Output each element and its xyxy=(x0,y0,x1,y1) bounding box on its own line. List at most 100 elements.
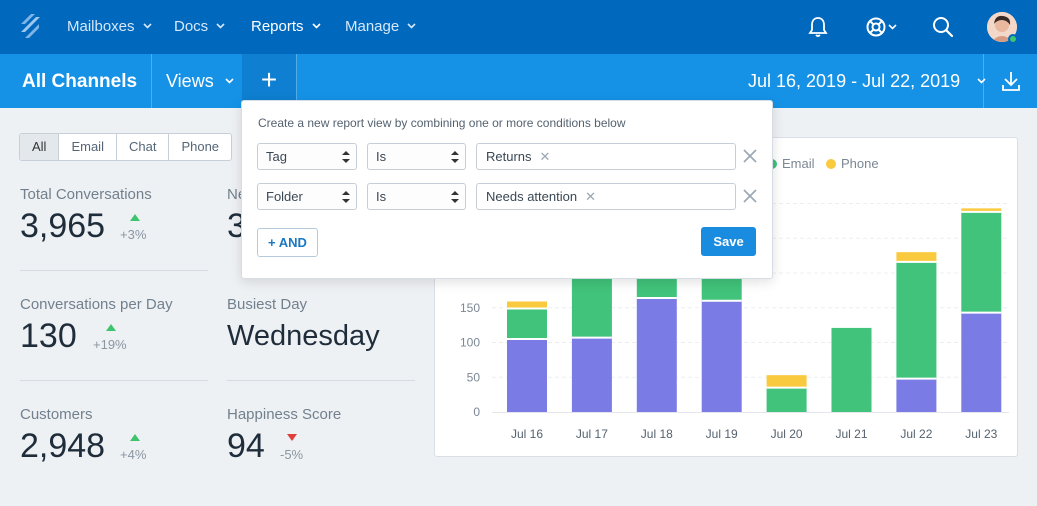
select-value: Is xyxy=(376,149,387,164)
x-tick-label: Jul 23 xyxy=(965,427,997,441)
stat-label: Customers xyxy=(20,406,93,423)
bar-segment-chat[interactable] xyxy=(701,300,742,412)
select-value: Folder xyxy=(266,189,303,204)
bar-segment-email[interactable] xyxy=(961,211,1002,313)
divider xyxy=(20,380,208,381)
new-report-view-popover: Create a new report view by combining on… xyxy=(241,100,773,279)
chevron-down-icon xyxy=(312,23,321,29)
nav-reports[interactable]: Reports xyxy=(251,18,321,35)
download-icon[interactable] xyxy=(984,54,1037,108)
bar-segment-phone[interactable] xyxy=(507,301,547,309)
condition-value-input[interactable]: Needs attention ✕ xyxy=(476,183,736,210)
stat-conversations-per-day: Conversations per Day 130 xyxy=(20,296,173,356)
bar-segment-chat[interactable] xyxy=(571,337,612,412)
legend-swatch xyxy=(826,159,836,169)
tag-label: Returns xyxy=(486,149,532,164)
stat-label: Total Conversations xyxy=(20,186,152,203)
nav-docs[interactable]: Docs xyxy=(174,18,225,35)
remove-tag-icon[interactable]: ✕ xyxy=(539,149,551,164)
x-tick-label: Jul 20 xyxy=(771,427,803,441)
stat-happiness-score: Happiness Score 94 xyxy=(227,406,341,466)
bar-segment-email[interactable] xyxy=(766,387,807,412)
filter-tab-email[interactable]: Email xyxy=(58,134,116,160)
add-view-button[interactable]: + xyxy=(242,54,296,108)
trend-up-icon xyxy=(106,324,116,331)
chevron-down-icon xyxy=(225,78,234,84)
trend-up-icon xyxy=(130,214,140,221)
add-and-condition-button[interactable]: + AND xyxy=(257,228,318,257)
bar-segment-phone[interactable] xyxy=(961,208,1002,212)
views-dropdown[interactable]: Views xyxy=(166,71,234,92)
condition-field-select[interactable]: Folder xyxy=(257,183,357,210)
stat-value: 3,965 xyxy=(20,207,106,245)
stat-change: -5% xyxy=(280,447,304,462)
filter-tab-phone[interactable]: Phone xyxy=(168,134,231,160)
bar-segment-email[interactable] xyxy=(507,308,547,340)
bar-segment-chat[interactable] xyxy=(636,298,677,412)
report-header-bar: All Channels Views + Jul 16, 2019 - Jul … xyxy=(0,54,1037,108)
select-arrows-icon xyxy=(342,191,350,203)
stat-label: Busiest Day xyxy=(227,296,308,313)
chevron-down-icon xyxy=(216,23,225,29)
legend-item-phone[interactable]: Phone xyxy=(826,156,879,171)
help-lifebuoy-icon[interactable] xyxy=(864,14,900,40)
search-icon[interactable] xyxy=(930,14,956,40)
bar-segment-email[interactable] xyxy=(831,327,872,412)
select-arrows-icon xyxy=(451,191,459,203)
stat-total-conversations: Total Conversations 3,965 xyxy=(20,186,152,246)
bar-segment-phone[interactable] xyxy=(766,375,807,388)
y-tick-label: 150 xyxy=(460,301,480,315)
date-range-picker[interactable]: Jul 16, 2019 - Jul 22, 2019 xyxy=(748,71,986,92)
chevron-down-icon xyxy=(407,23,416,29)
views-label: Views xyxy=(166,71,214,91)
trend-up-icon xyxy=(130,434,140,441)
popover-description: Create a new report view by combining on… xyxy=(258,116,626,130)
trend-down-icon xyxy=(287,434,297,441)
legend-label: Phone xyxy=(841,156,879,171)
nav-manage[interactable]: Manage xyxy=(345,18,416,35)
stat-label: Happiness Score xyxy=(227,406,342,423)
bell-icon[interactable] xyxy=(805,14,831,40)
logo-icon[interactable] xyxy=(18,13,42,39)
bar-segment-chat[interactable] xyxy=(896,378,937,412)
stat-change: +4% xyxy=(120,447,147,462)
stat-change: +19% xyxy=(93,337,127,352)
stat-value: 94 xyxy=(227,427,265,465)
divider xyxy=(151,54,152,108)
bar-segment-chat[interactable] xyxy=(961,312,1002,412)
select-value: Is xyxy=(376,189,387,204)
condition-operator-select[interactable]: Is xyxy=(367,183,466,210)
x-tick-label: Jul 22 xyxy=(900,427,932,441)
bar-segment-chat[interactable] xyxy=(507,339,547,412)
remove-tag-icon[interactable]: ✕ xyxy=(585,189,596,204)
channel-filter-tabs: All Email Chat Phone xyxy=(19,133,233,161)
tag-label: Needs attention xyxy=(486,189,578,204)
y-tick-label: 50 xyxy=(467,370,481,384)
remove-condition-icon[interactable] xyxy=(742,148,758,164)
value-tag: Returns ✕ xyxy=(486,149,550,165)
nav-mailboxes-label: Mailboxes xyxy=(67,18,135,35)
stat-value: 2,948 xyxy=(20,427,106,465)
condition-value-input[interactable]: Returns ✕ xyxy=(476,143,736,170)
page-title: All Channels xyxy=(22,71,138,92)
nav-docs-label: Docs xyxy=(174,18,209,35)
y-tick-label: 100 xyxy=(460,336,480,350)
divider xyxy=(227,380,415,381)
nav-mailboxes[interactable]: Mailboxes xyxy=(67,18,152,35)
condition-operator-select[interactable]: Is xyxy=(367,143,466,170)
nav-manage-label: Manage xyxy=(345,18,400,35)
x-tick-label: Jul 21 xyxy=(835,427,867,441)
stat-value: Wednesday xyxy=(227,320,380,352)
remove-condition-icon[interactable] xyxy=(742,188,758,204)
filter-tab-chat[interactable]: Chat xyxy=(115,134,168,160)
bar-segment-phone[interactable] xyxy=(896,252,937,262)
x-tick-label: Jul 18 xyxy=(641,427,673,441)
filter-tab-all[interactable]: All xyxy=(20,134,59,160)
save-button[interactable]: Save xyxy=(701,227,756,256)
bar-segment-email[interactable] xyxy=(896,261,937,379)
condition-field-select[interactable]: Tag xyxy=(257,143,357,170)
x-tick-label: Jul 16 xyxy=(511,427,543,441)
chevron-down-icon xyxy=(143,23,152,29)
stat-busiest-day: Busiest Day Wednesday xyxy=(227,296,380,353)
